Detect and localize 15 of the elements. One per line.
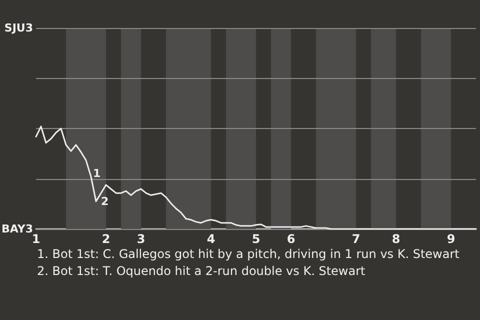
ref-line-label: SJU3 (4, 22, 33, 34)
text: 2. Bot 1st: T. Oquendo hit a 2-run double vs K. Stewart (37, 263, 366, 280)
x-tick-label: 3 (136, 232, 146, 246)
annotation: 2 (101, 195, 109, 208)
ref-line-label: BAY3 (2, 222, 33, 236)
x-tick-label: 9 (446, 232, 456, 246)
x-tick-label: 1 (32, 232, 40, 246)
x-tick-label: 2 (102, 232, 110, 246)
text: 1. Bot 1st: C. Gallegos got hit by a pitch, driving in 1 run vs K. Stewart (37, 246, 460, 263)
x-tick-label: 5 (252, 232, 260, 246)
x-tick-label: 6 (286, 232, 296, 246)
annotation: 1 (93, 167, 101, 180)
x-tick-label: 8 (392, 232, 400, 246)
x-tick-label: 4 (206, 232, 216, 246)
x-tick-label: 7 (352, 232, 360, 246)
